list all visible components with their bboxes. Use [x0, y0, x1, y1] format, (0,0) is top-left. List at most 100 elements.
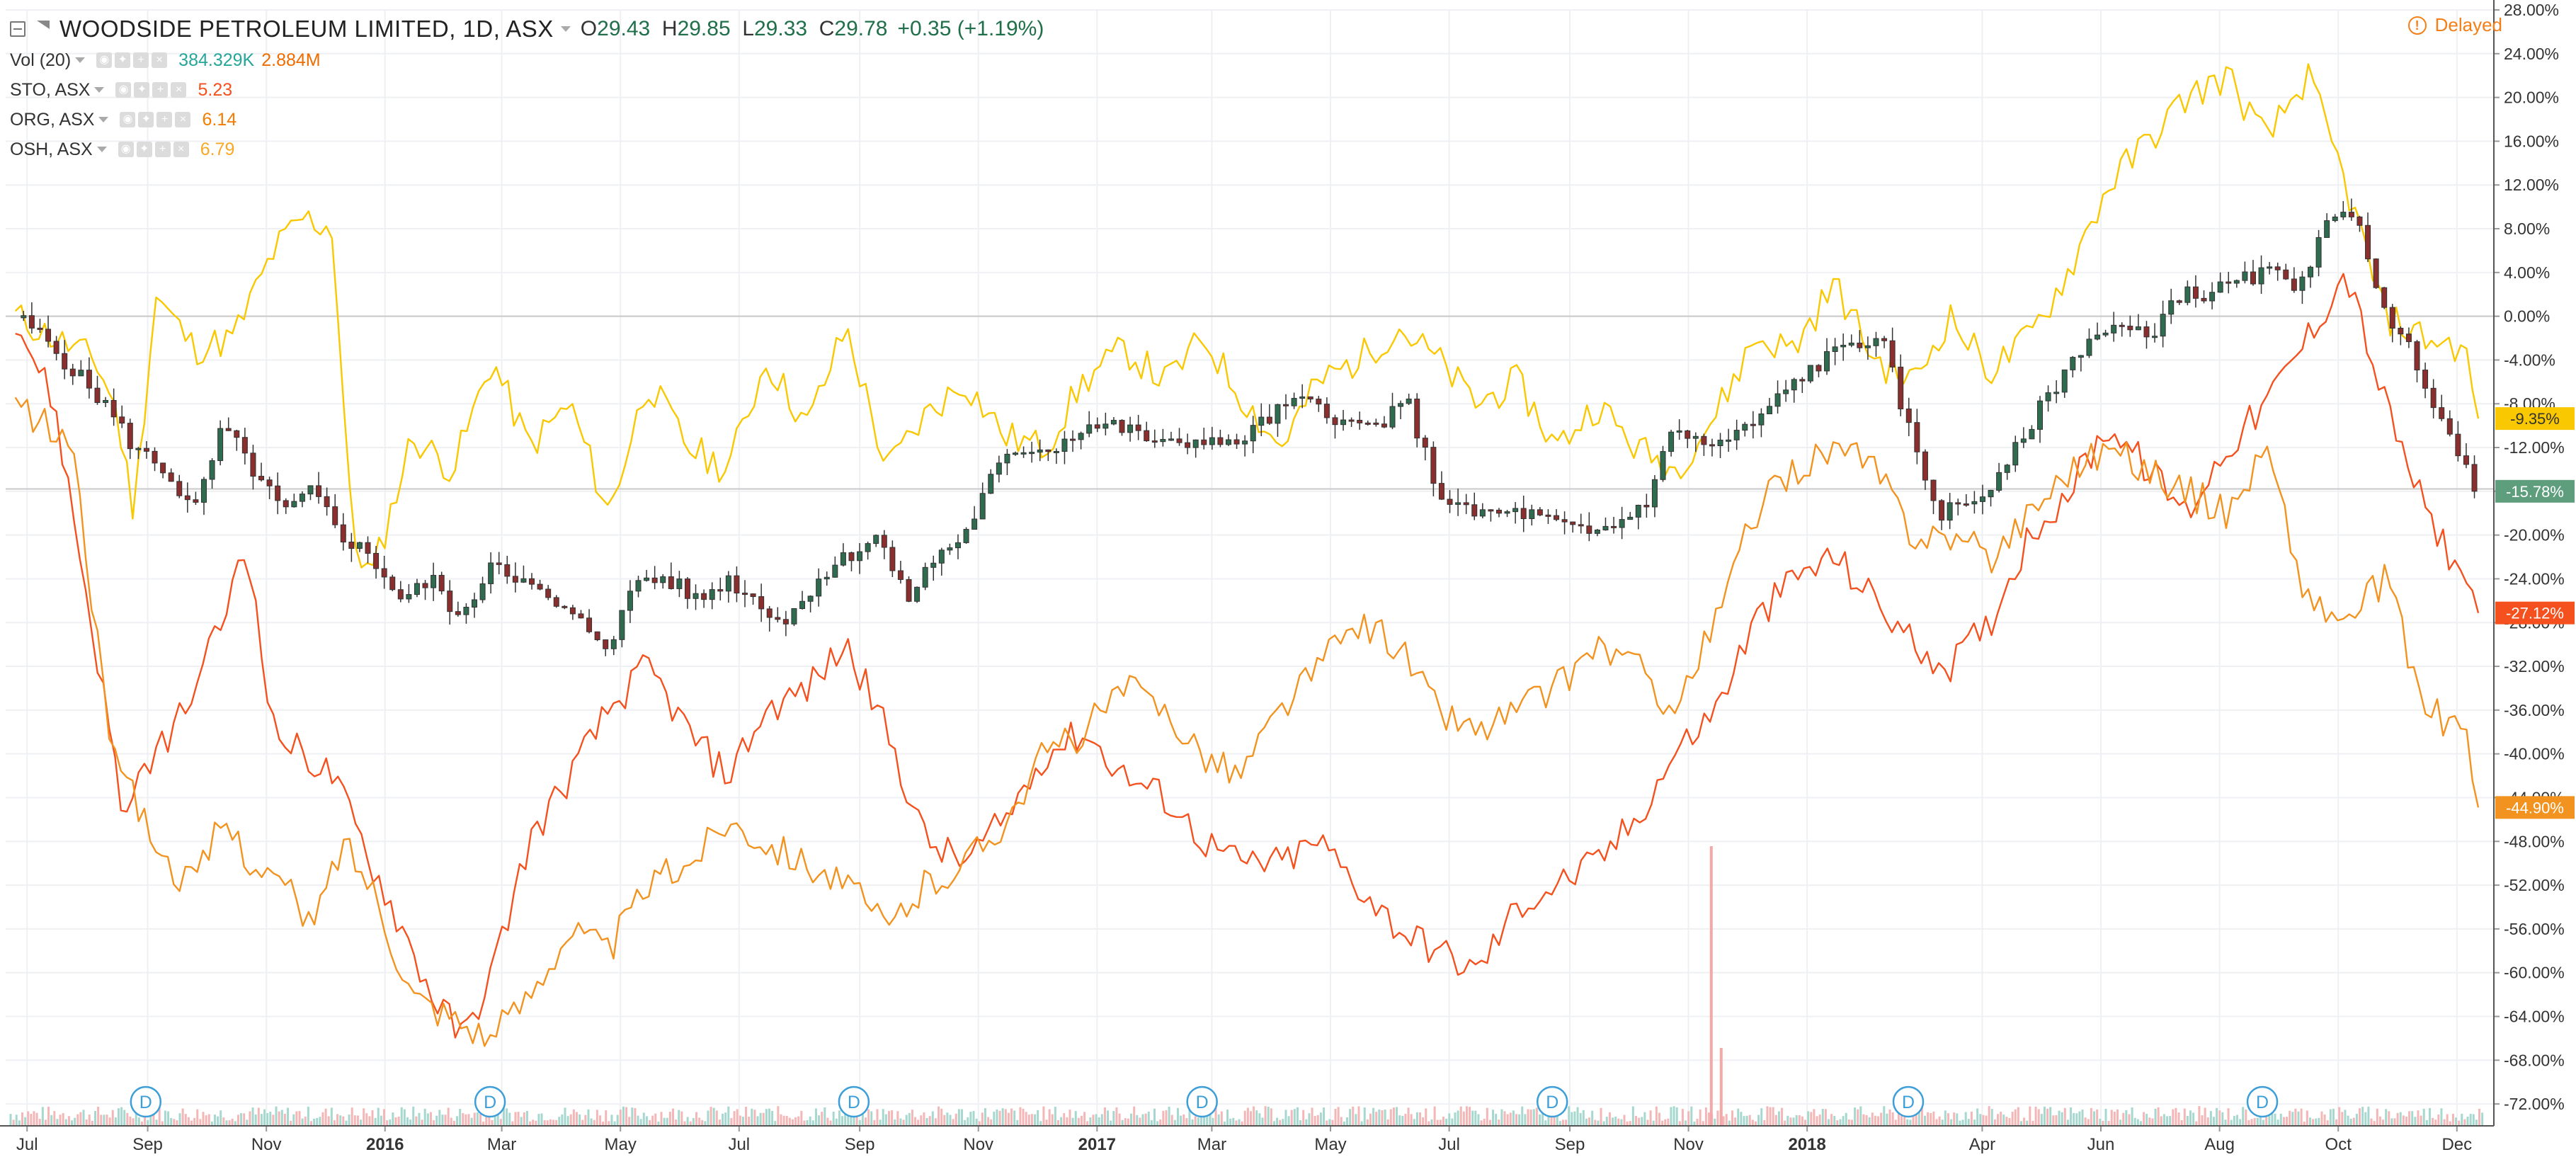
study-row[interactable]: ORG, ASX ◉ ✦ + × 6.14: [10, 105, 1044, 135]
volume-bar: [2058, 1110, 2061, 1126]
close-icon[interactable]: ×: [152, 52, 168, 68]
volume-bar: [1217, 1114, 1220, 1126]
chevron-down-icon[interactable]: [75, 57, 86, 63]
candle-body: [2414, 341, 2420, 371]
candle-body: [488, 562, 494, 584]
volume-bar: [2034, 1106, 2037, 1126]
volume-bar: [1386, 1119, 1389, 1126]
volume-bar: [120, 1107, 123, 1126]
gear-icon[interactable]: ✦: [115, 52, 131, 68]
chevron-down-icon[interactable]: [96, 147, 107, 152]
volume-bar: [777, 1106, 780, 1126]
volume-bar: [1299, 1119, 1302, 1126]
dividend-label: D: [139, 1093, 152, 1112]
candle-body: [1373, 422, 1379, 425]
chevron-down-icon[interactable]: [94, 87, 105, 93]
volume-bar: [1077, 1117, 1080, 1126]
candle-body: [750, 593, 756, 598]
volume-bar: [762, 1112, 765, 1126]
volume-bar: [917, 1119, 920, 1126]
volume-bar: [602, 1121, 605, 1126]
study-name[interactable]: ORG, ASX: [10, 109, 95, 130]
eye-icon[interactable]: ◉: [118, 142, 134, 157]
close-icon[interactable]: ×: [175, 112, 191, 127]
volume-bar: [2000, 1112, 2002, 1126]
candle-body: [250, 452, 256, 477]
study-name[interactable]: Vol (20): [10, 50, 72, 70]
volume-bar: [593, 1119, 595, 1126]
volume-bar: [978, 1121, 981, 1126]
collapse-icon[interactable]: [10, 21, 25, 37]
volume-bar: [668, 1112, 671, 1126]
candle-body: [2430, 387, 2437, 409]
study-name[interactable]: STO, ASX: [10, 79, 91, 100]
gear-icon[interactable]: ✦: [134, 82, 150, 98]
candle-body: [848, 552, 855, 562]
more-icon[interactable]: +: [152, 82, 169, 98]
volume-bar: [452, 1120, 455, 1126]
candle-body: [1554, 515, 1560, 520]
volume-bar: [18, 1120, 21, 1126]
y-tick-label: 4.00%: [2504, 263, 2550, 282]
candle-body: [422, 583, 428, 588]
volume-bar: [263, 1109, 266, 1126]
volume-bar: [1136, 1115, 1139, 1126]
candle-body: [684, 578, 690, 599]
volume-bar: [1521, 1106, 1524, 1126]
volume-bar: [1042, 1106, 1045, 1126]
volume-bar: [2198, 1106, 2201, 1126]
more-icon[interactable]: +: [156, 112, 173, 127]
volume-bar: [1944, 1110, 1947, 1126]
close-icon[interactable]: ×: [173, 142, 189, 157]
candle-body: [1537, 509, 1543, 515]
more-icon[interactable]: +: [154, 142, 171, 157]
volume-bar: [365, 1113, 368, 1126]
chevron-down-icon[interactable]: [560, 26, 571, 32]
volume-bar: [529, 1121, 532, 1126]
candle-body: [176, 481, 183, 496]
volume-bar: [634, 1107, 637, 1126]
volume-bar: [1366, 1119, 1369, 1126]
y-tick-label: 8.00%: [2504, 220, 2550, 238]
gear-icon[interactable]: ✦: [138, 112, 154, 127]
eye-icon[interactable]: ◉: [96, 52, 113, 68]
more-icon[interactable]: +: [133, 52, 149, 68]
candle-body: [963, 529, 969, 543]
candle-body: [373, 552, 380, 569]
volume-bar: [462, 1113, 465, 1126]
volume-bar: [1709, 846, 1713, 1126]
volume-bar: [1909, 1119, 1912, 1126]
study-row[interactable]: STO, ASX ◉ ✦ + × 5.23: [10, 75, 1044, 105]
candle-body: [2348, 212, 2354, 217]
study-name[interactable]: OSH, ASX: [10, 139, 93, 159]
gear-icon[interactable]: ✦: [136, 142, 152, 157]
volume-bar: [2329, 1109, 2332, 1126]
volume-bar: [470, 1117, 473, 1126]
volume-bar: [605, 1110, 608, 1126]
study-row[interactable]: Vol (20) ◉ ✦ + × 384.329K 2.884M: [10, 45, 1044, 75]
symbol-title[interactable]: WOODSIDE PETROLEUM LIMITED, 1D, ASX: [59, 16, 554, 42]
volume-bar: [441, 1115, 444, 1126]
eye-icon[interactable]: ◉: [115, 82, 132, 98]
chevron-down-icon[interactable]: [98, 117, 109, 122]
candle-body: [1685, 430, 1691, 439]
dividend-label: D: [1902, 1093, 1915, 1112]
volume-bar: [1477, 1114, 1480, 1126]
close-icon[interactable]: ×: [171, 82, 187, 98]
volume-bar: [2157, 1107, 2160, 1126]
x-tick-label: 2017: [1078, 1135, 1116, 1154]
volume-bar: [170, 1117, 173, 1126]
delayed-indicator[interactable]: ! Delayed: [2407, 14, 2502, 36]
eye-icon[interactable]: ◉: [120, 112, 136, 127]
candle-body: [1495, 509, 1502, 514]
candle-body: [496, 562, 502, 565]
volume-bar: [144, 1112, 147, 1126]
volume-bar: [1162, 1110, 1165, 1126]
volume-bar: [642, 1112, 645, 1126]
study-row[interactable]: OSH, ASX ◉ ✦ + × 6.79: [10, 135, 1044, 164]
volume-bar: [2367, 1106, 2370, 1126]
flag-icon[interactable]: [37, 21, 50, 38]
volume-bar: [1731, 1110, 1733, 1126]
candle-body: [1233, 439, 1240, 445]
